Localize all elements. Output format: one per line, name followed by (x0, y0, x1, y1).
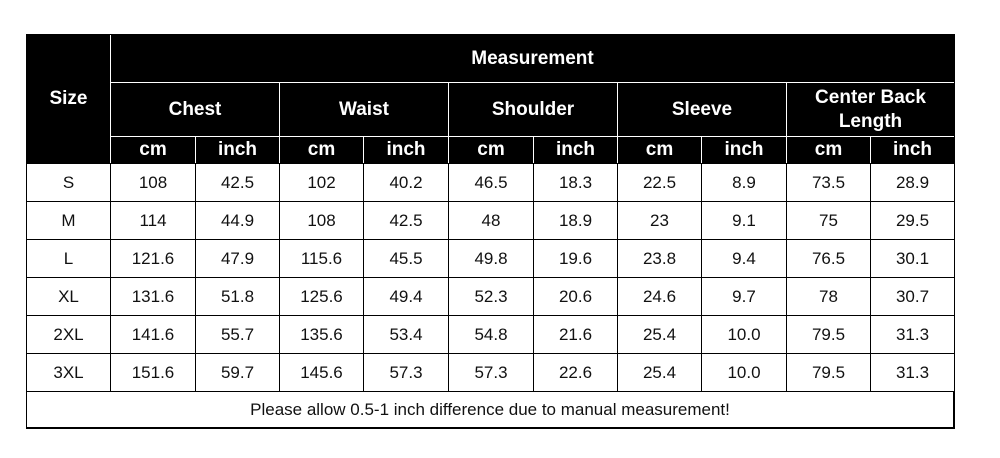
measurement-value: 141.6 (111, 316, 195, 353)
measurement-value: 145.6 (280, 354, 363, 391)
measurement-value: 45.5 (364, 240, 448, 277)
measurement-value: 22.6 (534, 354, 617, 391)
measurement-group: Sleeve (618, 83, 786, 136)
unit-header: cm (787, 137, 870, 163)
measurement-value: 48 (449, 202, 533, 239)
measurement-value: 23 (618, 202, 701, 239)
measurement-value: 42.5 (364, 202, 448, 239)
measurement-value: 76.5 (787, 240, 870, 277)
unit-header: cm (111, 137, 195, 163)
measurement-value: 30.7 (871, 278, 954, 315)
size-label: 2XL (27, 316, 110, 353)
size-label: S (27, 164, 110, 201)
measurement-value: 10.0 (702, 354, 786, 391)
measurement-value: 108 (280, 202, 363, 239)
measurement-value: 46.5 (449, 164, 533, 201)
measurement-value: 59.7 (196, 354, 279, 391)
unit-header: inch (534, 137, 617, 163)
measurement-value: 49.4 (364, 278, 448, 315)
unit-header: inch (871, 137, 954, 163)
measurement-value: 131.6 (111, 278, 195, 315)
measurement-value: 75 (787, 202, 870, 239)
measurement-value: 21.6 (534, 316, 617, 353)
measurement-value: 25.4 (618, 316, 701, 353)
measurement-value: 52.3 (449, 278, 533, 315)
size-label: XL (27, 278, 110, 315)
measurement-value: 22.5 (618, 164, 701, 201)
measurement-value: 31.3 (871, 316, 954, 353)
size-label: M (27, 202, 110, 239)
measurement-value: 73.5 (787, 164, 870, 201)
unit-header: inch (702, 137, 786, 163)
measurement-value: 40.2 (364, 164, 448, 201)
measurement-group: Waist (280, 83, 448, 136)
measurement-value: 53.4 (364, 316, 448, 353)
measurement-value: 9.7 (702, 278, 786, 315)
measurement-value: 29.5 (871, 202, 954, 239)
measurement-group: Shoulder (449, 83, 617, 136)
measurement-value: 23.8 (618, 240, 701, 277)
measurement-value: 115.6 (280, 240, 363, 277)
measurement-value: 121.6 (111, 240, 195, 277)
measurement-value: 19.6 (534, 240, 617, 277)
measurement-value: 54.8 (449, 316, 533, 353)
measurement-value: 9.4 (702, 240, 786, 277)
unit-header: cm (449, 137, 533, 163)
measurement-value: 55.7 (196, 316, 279, 353)
measurement-value: 135.6 (280, 316, 363, 353)
measurement-value: 9.1 (702, 202, 786, 239)
measurement-value: 102 (280, 164, 363, 201)
measurement-value: 47.9 (196, 240, 279, 277)
size-label: L (27, 240, 110, 277)
measurement-value: 10.0 (702, 316, 786, 353)
unit-header: inch (196, 137, 279, 163)
measurement-value: 79.5 (787, 354, 870, 391)
measurement-group: Chest (111, 83, 279, 136)
measurement-value: 78 (787, 278, 870, 315)
size-label: 3XL (27, 354, 110, 391)
measurement-value: 44.9 (196, 202, 279, 239)
measurement-value: 125.6 (280, 278, 363, 315)
measurement-value: 79.5 (787, 316, 870, 353)
measurement-value: 108 (111, 164, 195, 201)
measurement-value: 30.1 (871, 240, 954, 277)
measurement-value: 57.3 (364, 354, 448, 391)
measurement-value: 151.6 (111, 354, 195, 391)
measurement-value: 49.8 (449, 240, 533, 277)
measurement-value: 20.6 (534, 278, 617, 315)
unit-header: cm (618, 137, 701, 163)
measurement-value: 51.8 (196, 278, 279, 315)
measurement-value: 114 (111, 202, 195, 239)
measurement-value: 8.9 (702, 164, 786, 201)
measurement-group: Center Back Length (787, 83, 954, 136)
measurement-value: 42.5 (196, 164, 279, 201)
footnote: Please allow 0.5-1 inch difference due t… (27, 392, 953, 427)
unit-header: inch (364, 137, 448, 163)
measurement-value: 18.3 (534, 164, 617, 201)
measurement-value: 31.3 (871, 354, 954, 391)
group-header: Measurement (111, 35, 954, 82)
measurement-value: 24.6 (618, 278, 701, 315)
measurement-value: 57.3 (449, 354, 533, 391)
measurement-value: 18.9 (534, 202, 617, 239)
measurement-value: 28.9 (871, 164, 954, 201)
unit-header: cm (280, 137, 363, 163)
measurement-value: 25.4 (618, 354, 701, 391)
size-header: Size (27, 35, 110, 163)
